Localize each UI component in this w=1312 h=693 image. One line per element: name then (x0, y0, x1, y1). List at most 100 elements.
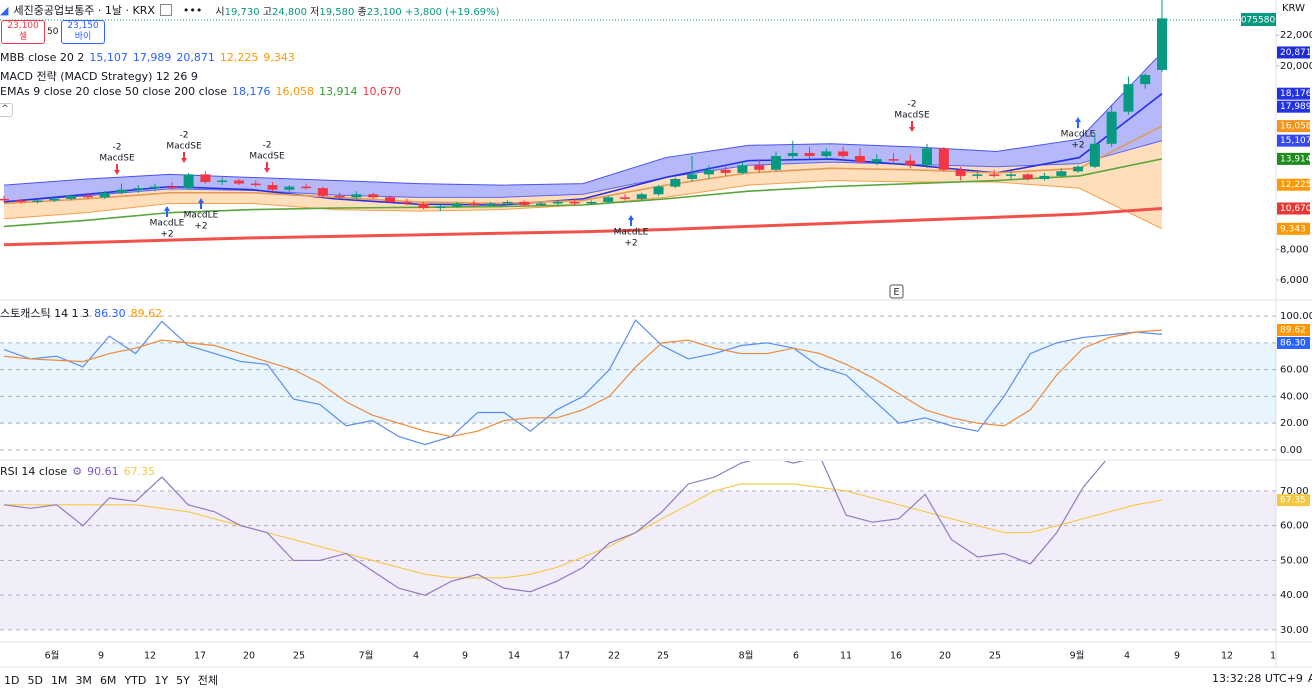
candle-body (200, 174, 211, 183)
price-badge-label: 89.62 (1280, 325, 1306, 335)
range-button[interactable]: 3M (75, 673, 92, 687)
range-button[interactable]: 6M (99, 673, 117, 687)
adj[interactable]: AD (1307, 672, 1312, 685)
signal-arrow (114, 164, 120, 175)
x-tick-label: 14 (508, 651, 520, 662)
more[interactable]: ••• (182, 3, 203, 17)
x-tick-label: 6월 (45, 650, 60, 662)
y-tick-label: 20,000 (1280, 61, 1312, 72)
signal-arrow (164, 206, 170, 217)
buy-button[interactable]: 23,150 바이 (61, 20, 105, 44)
legend-value: 17,989 (132, 51, 172, 64)
candle-body (1123, 84, 1134, 112)
candle-body (368, 194, 379, 198)
stoch-legend: 스토캐스틱 14 1 3 86.30 89.62 (0, 305, 162, 321)
range-button[interactable]: 5D (27, 673, 43, 687)
code-label: 075580 (1241, 16, 1276, 26)
stoch-title: 스토캐스틱 14 1 3 (0, 307, 90, 320)
x-tick-label: 7월 (359, 650, 374, 662)
range-toolbar: 1D 5D 1M 3M 6M YTD 1Y 5Y 전체 (0, 672, 222, 688)
y-tick-label: 60.00 (1280, 521, 1309, 532)
signal-arrow (1075, 117, 1081, 128)
stoch-k: 86.30 (94, 306, 126, 320)
candle-body (569, 201, 580, 204)
x-tick-label: 17 (194, 651, 206, 662)
candle-body (821, 151, 832, 157)
currency: KRW (1282, 3, 1305, 14)
x-tick-label: 20 (243, 651, 255, 662)
x-tick-label: 11 (840, 651, 852, 662)
candle-body (385, 197, 395, 202)
qty: 50 (47, 27, 59, 37)
time: 13:32:28 UTC+9 (1212, 672, 1303, 685)
range-button[interactable]: 1Y (154, 673, 169, 687)
candle-body (435, 206, 446, 209)
signal-label: MacdSE (249, 152, 285, 162)
code-badge (1241, 13, 1276, 26)
range-button[interactable]: YTD (124, 673, 147, 687)
signal-label: MacdLE (150, 219, 185, 229)
x-tick-label: 17 (558, 651, 570, 662)
candle-body (687, 174, 698, 179)
candle-body (804, 152, 815, 157)
range-button[interactable]: 5Y (176, 673, 190, 687)
candle-body (418, 203, 429, 209)
color-box[interactable] (159, 4, 172, 16)
candle-body (485, 203, 496, 205)
signal-qty: +2 (160, 230, 173, 240)
x-tick-label: 12 (1221, 651, 1233, 662)
candle-body (854, 156, 865, 163)
candle-body (972, 174, 983, 176)
x-tick-label: 4 (413, 651, 419, 662)
y-tick-label: 60.00 (1280, 365, 1309, 376)
x-tick-label: 9월 (1070, 650, 1085, 662)
signal-qty: +2 (624, 239, 637, 249)
symbol[interactable]: 세진중공업보통주 · 1날 · KRX (13, 4, 155, 17)
signal-label: MacdSE (99, 154, 135, 164)
range-button[interactable]: 1D (4, 673, 20, 687)
candle-body (636, 194, 647, 199)
y-tick-label: 70.00 (1280, 486, 1309, 497)
range-button[interactable]: 전체 (197, 674, 219, 687)
candle-body (871, 159, 882, 163)
x-tick-label: 9 (1174, 651, 1180, 662)
signal-qty: -2 (180, 131, 189, 141)
event-icon[interactable] (889, 284, 904, 299)
candle-body (1039, 175, 1050, 179)
legend-value: 13,914 (319, 85, 358, 98)
x-tick-label: 1 (1270, 651, 1276, 662)
sell-button[interactable]: 23,100 셀 (1, 20, 45, 44)
high: 24,800 (271, 6, 307, 18)
band-upper-fill (4, 52, 1162, 202)
signal-qty: -2 (908, 100, 917, 110)
candle-body (888, 159, 899, 161)
collapse[interactable]: ^ (0, 103, 13, 117)
rsi-pane (0, 461, 1276, 631)
legend-name: MACD 전략 (MACD Strategy) 12 26 9 (0, 70, 198, 83)
candle-body (1089, 143, 1100, 167)
price-badge (1277, 336, 1310, 349)
candle-body (150, 186, 161, 189)
candle-body (720, 169, 731, 173)
price-badge (1277, 87, 1310, 100)
range-button[interactable]: 1M (50, 673, 68, 687)
icon: ◢ (0, 3, 9, 17)
price-badge-label: 9,343 (1280, 224, 1306, 234)
price-badge (1277, 494, 1310, 507)
signal-arrow (264, 162, 270, 173)
candle-body (133, 188, 144, 190)
candle-body (49, 198, 60, 201)
signal-label: MacdLE (614, 228, 649, 238)
price-pane: MacdSE-2 MacdSE-2MacdLE+2MacdLE+2MacdSE-2… (0, 0, 1167, 249)
rsi-ma: 67.35 (123, 465, 156, 478)
candle-body (1073, 166, 1084, 172)
y-tick-label: 8,000 (1280, 244, 1309, 255)
header: ◢ 세진중공업보통주 · 1날 · KRX ••• 시19,730 고24,80… (0, 2, 499, 18)
x-tick-label: 16 (890, 651, 902, 662)
candle-body (1005, 174, 1016, 176)
candle-body (284, 186, 295, 190)
y-tick-label: 22,000 (1280, 30, 1312, 41)
legend-value: 15,107 (89, 51, 128, 64)
